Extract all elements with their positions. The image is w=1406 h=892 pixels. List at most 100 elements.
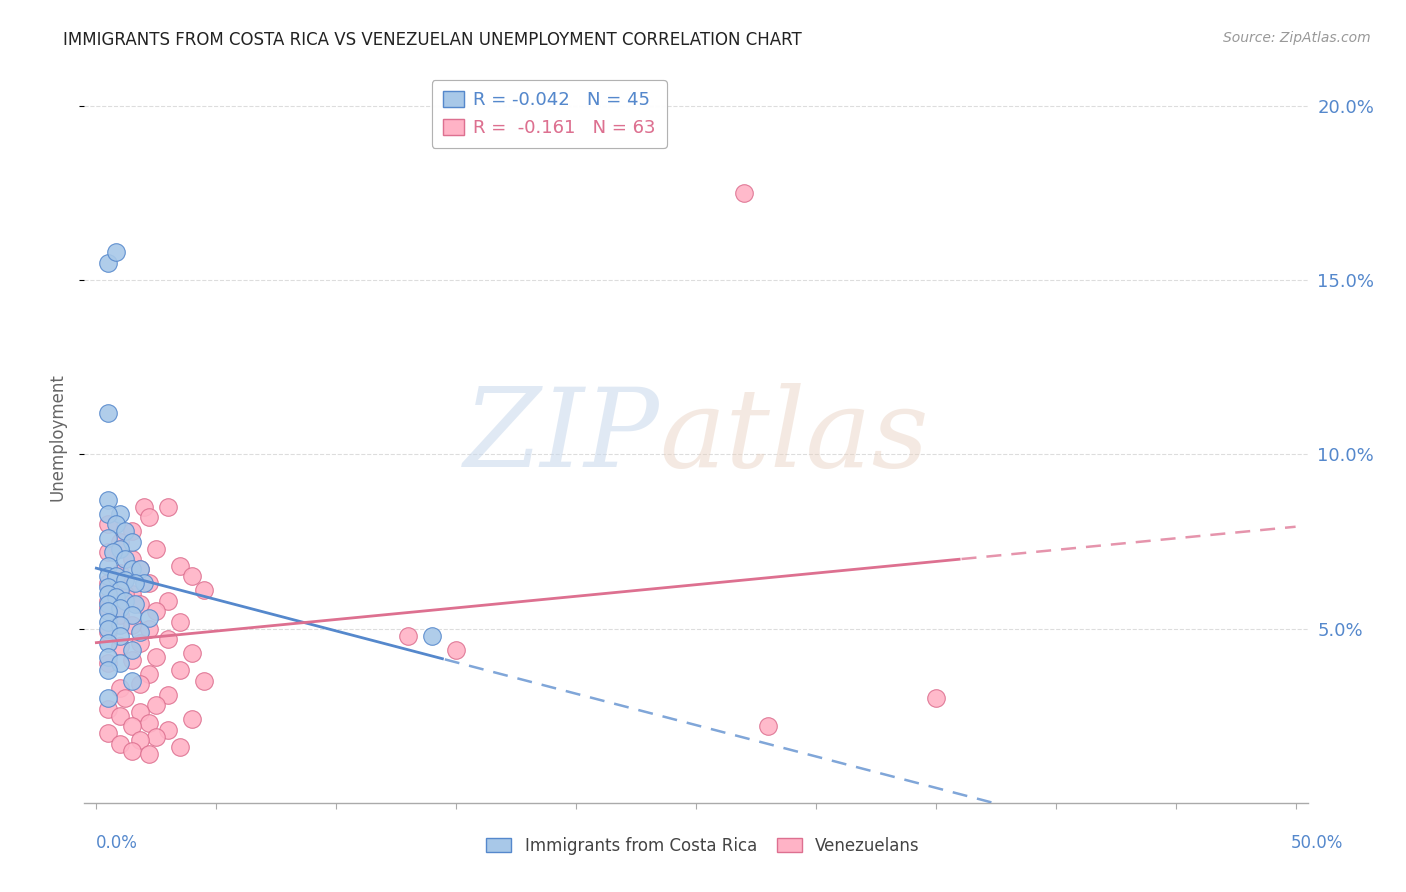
Point — [169, 558, 191, 573]
Point — [114, 573, 136, 587]
Point — [114, 691, 136, 706]
Point — [110, 681, 132, 695]
Point — [97, 664, 120, 678]
Point — [104, 569, 127, 583]
Point — [97, 635, 120, 649]
Point — [121, 673, 143, 688]
Point — [121, 642, 143, 657]
Point — [145, 649, 167, 664]
Text: 0.0%: 0.0% — [96, 834, 138, 852]
Point — [110, 618, 132, 632]
Point — [104, 245, 127, 260]
Point — [134, 576, 156, 591]
Point — [97, 558, 120, 573]
Point — [110, 583, 132, 598]
Point — [756, 719, 779, 733]
Text: atlas: atlas — [659, 384, 929, 491]
Point — [97, 597, 120, 611]
Point — [114, 587, 136, 601]
Point — [97, 545, 120, 559]
Point — [169, 740, 191, 755]
Point — [145, 541, 167, 556]
Point — [157, 688, 180, 702]
Point — [104, 517, 127, 532]
Text: Source: ZipAtlas.com: Source: ZipAtlas.com — [1223, 31, 1371, 45]
Point — [97, 531, 120, 545]
Point — [114, 524, 136, 538]
Point — [145, 730, 167, 744]
Point — [181, 646, 204, 660]
Point — [110, 737, 132, 751]
Point — [128, 562, 150, 576]
Point — [97, 576, 120, 591]
Point — [114, 552, 136, 566]
Point — [134, 500, 156, 514]
Point — [97, 600, 120, 615]
Point — [110, 534, 132, 549]
Point — [121, 552, 143, 566]
Point — [128, 562, 150, 576]
Point — [97, 587, 120, 601]
Point — [157, 594, 180, 608]
Point — [121, 653, 143, 667]
Point — [110, 566, 132, 580]
Legend: R = -0.042   N = 45, R =  -0.161   N = 63: R = -0.042 N = 45, R = -0.161 N = 63 — [432, 80, 666, 147]
Point — [97, 649, 120, 664]
Point — [138, 576, 160, 591]
Legend: Immigrants from Costa Rica, Venezuelans: Immigrants from Costa Rica, Venezuelans — [479, 830, 927, 862]
Point — [396, 629, 419, 643]
Point — [97, 625, 120, 640]
Point — [193, 673, 215, 688]
Point — [110, 541, 132, 556]
Point — [124, 576, 146, 591]
Point — [169, 615, 191, 629]
Y-axis label: Unemployment: Unemployment — [48, 373, 66, 501]
Point — [181, 712, 204, 726]
Point — [121, 607, 143, 622]
Point — [110, 607, 132, 622]
Point — [97, 256, 120, 270]
Point — [97, 657, 120, 671]
Point — [124, 597, 146, 611]
Point — [97, 492, 120, 507]
Point — [128, 625, 150, 640]
Point — [97, 594, 120, 608]
Point — [121, 719, 143, 733]
Point — [97, 702, 120, 716]
Text: IMMIGRANTS FROM COSTA RICA VS VENEZUELAN UNEMPLOYMENT CORRELATION CHART: IMMIGRANTS FROM COSTA RICA VS VENEZUELAN… — [63, 31, 801, 49]
Point — [733, 186, 755, 201]
Point — [110, 600, 132, 615]
Point — [157, 632, 180, 646]
Point — [110, 708, 132, 723]
Point — [157, 500, 180, 514]
Point — [128, 733, 150, 747]
Point — [114, 594, 136, 608]
Point — [110, 639, 132, 653]
Point — [128, 677, 150, 691]
Point — [97, 507, 120, 521]
Point — [97, 580, 120, 594]
Point — [104, 591, 127, 605]
Point — [444, 642, 467, 657]
Point — [145, 604, 167, 618]
Point — [138, 611, 160, 625]
Point — [169, 664, 191, 678]
Point — [128, 597, 150, 611]
Point — [181, 569, 204, 583]
Point — [121, 587, 143, 601]
Point — [101, 545, 124, 559]
Point — [138, 715, 160, 730]
Point — [110, 580, 132, 594]
Point — [97, 517, 120, 532]
Text: ZIP: ZIP — [464, 384, 659, 491]
Point — [121, 524, 143, 538]
Point — [110, 629, 132, 643]
Point — [121, 743, 143, 757]
Point — [121, 534, 143, 549]
Text: 50.0%: 50.0% — [1291, 834, 1343, 852]
Point — [110, 507, 132, 521]
Point — [420, 629, 443, 643]
Point — [138, 622, 160, 636]
Point — [97, 726, 120, 740]
Point — [97, 615, 120, 629]
